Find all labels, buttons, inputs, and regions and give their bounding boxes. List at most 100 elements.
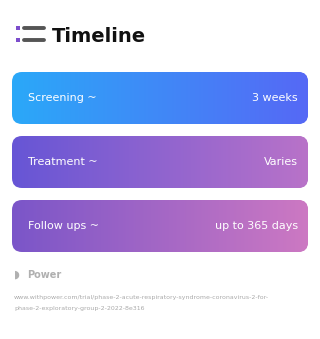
Bar xyxy=(117,72,119,124)
Bar xyxy=(148,72,150,124)
Bar xyxy=(55,200,57,252)
Bar xyxy=(307,200,308,252)
Bar xyxy=(110,72,111,124)
Bar xyxy=(241,136,242,188)
Bar xyxy=(65,200,67,252)
Bar xyxy=(92,72,93,124)
Bar xyxy=(296,136,298,188)
Bar xyxy=(243,200,244,252)
Bar xyxy=(293,136,295,188)
Bar xyxy=(116,136,118,188)
Bar xyxy=(250,200,251,252)
Bar xyxy=(137,72,139,124)
Bar xyxy=(242,200,244,252)
Bar xyxy=(128,72,130,124)
Bar xyxy=(58,136,60,188)
Bar xyxy=(145,200,147,252)
Bar xyxy=(109,72,110,124)
Bar xyxy=(287,136,289,188)
Bar xyxy=(52,72,54,124)
Bar xyxy=(278,200,280,252)
Bar xyxy=(26,200,27,252)
Bar xyxy=(90,136,92,188)
Bar xyxy=(300,200,301,252)
Bar xyxy=(257,72,258,124)
Bar xyxy=(70,136,72,188)
Bar xyxy=(147,200,149,252)
Bar xyxy=(225,136,227,188)
Bar xyxy=(264,72,265,124)
Bar xyxy=(159,200,161,252)
Bar xyxy=(124,136,126,188)
Bar xyxy=(76,200,78,252)
Bar xyxy=(129,200,131,252)
Bar xyxy=(154,200,156,252)
Bar xyxy=(271,72,273,124)
Bar xyxy=(106,72,107,124)
Bar xyxy=(168,136,169,188)
Bar xyxy=(46,200,48,252)
Bar xyxy=(203,136,204,188)
Bar xyxy=(260,136,262,188)
Bar xyxy=(103,200,104,252)
Bar xyxy=(284,200,286,252)
Bar xyxy=(186,72,187,124)
Bar xyxy=(62,136,64,188)
Bar xyxy=(19,136,20,188)
Bar xyxy=(221,136,223,188)
Bar xyxy=(45,136,47,188)
Bar xyxy=(222,200,224,252)
Bar xyxy=(226,72,228,124)
Bar xyxy=(205,72,207,124)
Bar xyxy=(271,136,273,188)
Bar xyxy=(275,136,276,188)
Bar xyxy=(170,136,171,188)
Bar xyxy=(269,136,271,188)
Bar xyxy=(83,136,84,188)
Bar xyxy=(81,200,83,252)
Bar xyxy=(108,72,109,124)
Bar xyxy=(96,200,97,252)
Bar xyxy=(90,72,92,124)
Bar xyxy=(21,72,22,124)
Bar xyxy=(129,136,131,188)
Bar xyxy=(224,72,226,124)
Bar xyxy=(161,136,163,188)
Bar xyxy=(75,136,76,188)
Bar xyxy=(265,200,266,252)
Bar xyxy=(103,136,104,188)
Bar xyxy=(156,72,157,124)
Bar xyxy=(204,136,205,188)
Bar xyxy=(294,72,296,124)
Bar xyxy=(198,200,200,252)
Bar xyxy=(219,200,221,252)
Bar xyxy=(62,200,64,252)
Bar xyxy=(86,200,87,252)
Bar xyxy=(30,72,31,124)
Bar xyxy=(78,136,80,188)
Bar xyxy=(121,72,122,124)
Bar xyxy=(25,136,26,188)
Bar xyxy=(55,136,57,188)
Bar xyxy=(142,200,144,252)
Bar xyxy=(170,200,171,252)
Bar xyxy=(210,72,212,124)
Bar xyxy=(165,72,166,124)
Bar xyxy=(157,72,158,124)
Bar xyxy=(32,200,33,252)
Bar xyxy=(255,72,256,124)
Bar xyxy=(42,136,43,188)
Bar xyxy=(259,136,260,188)
Bar xyxy=(86,136,87,188)
Bar xyxy=(64,200,66,252)
Bar xyxy=(120,200,121,252)
Bar xyxy=(156,136,157,188)
Bar xyxy=(78,72,80,124)
Bar xyxy=(240,200,241,252)
Bar xyxy=(282,136,284,188)
Bar xyxy=(94,200,95,252)
Bar xyxy=(196,200,198,252)
Bar xyxy=(79,72,81,124)
Bar xyxy=(276,200,278,252)
Bar xyxy=(252,136,253,188)
